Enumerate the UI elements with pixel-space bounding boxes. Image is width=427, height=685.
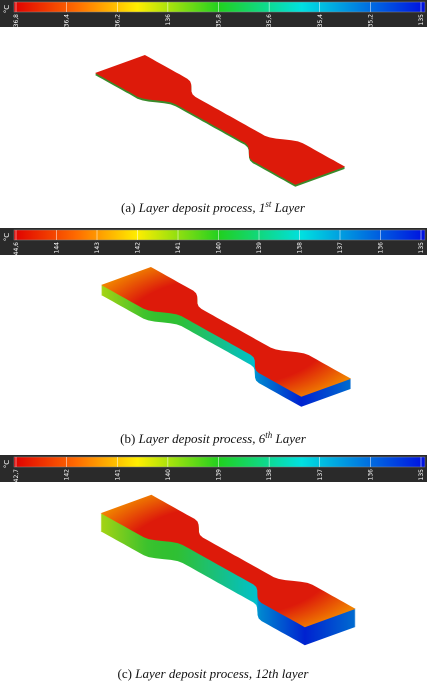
colorbar-gradient: [13, 1, 426, 13]
colorbar-tick-label: 135,4: [317, 14, 324, 31]
caption-text: Layer deposit process, 1: [138, 200, 266, 215]
colorbar-tick-label: 136: [367, 469, 374, 481]
colorbar-tick-label: 136: [165, 14, 172, 26]
colorbar-tick-label: 141: [114, 469, 121, 481]
specimen-top: [101, 267, 352, 397]
caption-label: (c): [118, 666, 132, 681]
caption-text: Layer deposit process, 12th layer: [134, 666, 309, 681]
colorbar-tick-label: 136: [378, 242, 385, 254]
colorbar-unit: °C: [3, 5, 11, 14]
caption: (a) Layer deposit process, 1st Layer: [121, 199, 306, 215]
colorbar-tick-label: 141: [175, 242, 182, 254]
caption-sup: th: [265, 430, 273, 440]
caption-sup: st: [265, 199, 272, 209]
caption: (b) Layer deposit process, 6th Layer: [120, 430, 307, 446]
colorbar-tick-label: 135: [418, 14, 425, 26]
colorbar-tick-label: 138: [266, 469, 273, 481]
colorbar-unit: °C: [3, 233, 11, 242]
colorbar-tick-label: 144: [54, 242, 61, 254]
colorbar-tick-label: 135,6: [266, 14, 273, 31]
colorbar-tick-label: 139: [216, 469, 223, 481]
colorbar-tick-label: 135: [418, 242, 425, 254]
colorbar-gradient: [13, 456, 426, 468]
colorbar-gradient: [13, 229, 426, 241]
colorbar-tick-label: 136,8: [13, 14, 20, 31]
colorbar-tick-label: 135: [418, 469, 425, 481]
colorbar-unit: °C: [3, 460, 11, 469]
colorbar-tick-label: 142: [64, 469, 71, 481]
colorbar-tick-label: 144,6: [13, 242, 20, 259]
colorbar-tick-label: 135,2: [367, 14, 374, 31]
colorbar-tick-label: 137: [337, 242, 344, 254]
specimen-top: [100, 494, 356, 628]
colorbar-tick-label: 135,8: [216, 14, 223, 31]
colorbar-tick-label: 136,2: [114, 14, 121, 31]
colorbar-tick-label: 136,4: [64, 14, 71, 31]
colorbar-tick-label: 140: [216, 242, 223, 254]
colorbar-tick-label: 137: [317, 469, 324, 481]
colorbar-tick-label: 142: [135, 242, 142, 254]
caption-text: Layer deposit process, 6: [138, 431, 266, 446]
caption-label: (b): [120, 431, 135, 446]
specimen-top: [95, 55, 346, 185]
caption-rest: Layer: [272, 431, 307, 446]
colorbar-tick-label: 140: [165, 469, 172, 481]
caption-label: (a): [121, 200, 135, 215]
colorbar-tick-label: 139: [256, 242, 263, 254]
caption-rest: Layer: [271, 200, 306, 215]
colorbar-tick-label: 138: [297, 242, 304, 254]
colorbar-tick-label: 143: [94, 242, 101, 254]
caption: (c) Layer deposit process, 12th layer: [118, 666, 310, 681]
colorbar-tick-label: 142,7: [13, 469, 20, 486]
